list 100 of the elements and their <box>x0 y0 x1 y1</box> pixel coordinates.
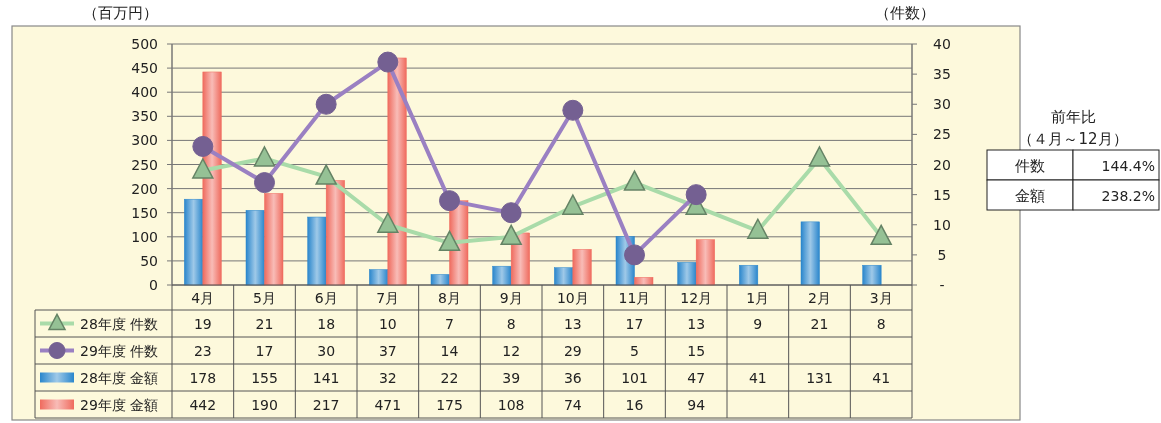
data-label: 39 <box>502 369 521 386</box>
bar <box>245 210 265 286</box>
x-tick-label: 5月 <box>253 290 276 306</box>
x-tick-label: 7月 <box>376 290 400 306</box>
data-label: 41 <box>872 369 891 386</box>
y2-tick-label: - <box>939 277 945 293</box>
bar <box>862 264 882 286</box>
point <box>192 158 214 179</box>
data-label: 15 <box>687 342 706 359</box>
bar <box>184 198 204 286</box>
x-tick-label: 6月 <box>314 290 338 306</box>
data-label: 32 <box>378 369 397 386</box>
text: 前年比 <box>1050 108 1096 126</box>
data-label: 8 <box>876 315 886 332</box>
bar <box>800 221 820 286</box>
data-label: 178 <box>189 369 217 386</box>
data-label: 37 <box>378 342 397 359</box>
y-tick-label: 0 <box>149 277 158 293</box>
legend-label: 28年度 金額 <box>80 369 159 386</box>
bar <box>307 216 327 286</box>
y2-tick-label: 10 <box>933 216 951 233</box>
y-tick-label: 100 <box>131 228 158 245</box>
bar <box>677 262 697 286</box>
y-tick-label: 150 <box>131 204 158 221</box>
legend-label: 29年度 件数 <box>80 342 159 359</box>
bar <box>492 265 512 286</box>
data-label: 19 <box>193 315 212 332</box>
point <box>254 172 275 194</box>
y-tick-label: 250 <box>131 156 158 173</box>
x-tick-label: 11月 <box>618 290 651 306</box>
data-label: 101 <box>621 369 648 386</box>
text: （４月～12月） <box>1018 130 1128 148</box>
data-label: 5 <box>630 342 639 359</box>
point <box>438 230 461 252</box>
data-label: 17 <box>625 315 644 332</box>
bar <box>430 274 450 286</box>
point <box>192 135 214 157</box>
y2-tick-label: 20 <box>933 156 951 173</box>
y2-tick-label: 5 <box>937 246 947 263</box>
y2-tick-label: 35 <box>933 66 951 83</box>
data-label: 471 <box>374 396 402 413</box>
bar <box>202 71 222 286</box>
data-label: 23 <box>193 342 212 359</box>
point <box>808 146 831 167</box>
bar <box>572 249 592 286</box>
y-axis-title: （百万円） <box>82 4 158 22</box>
data-label: 190 <box>251 396 278 413</box>
text: 144.4% <box>1101 158 1155 174</box>
bar <box>634 277 654 286</box>
point <box>315 93 337 115</box>
bar <box>325 180 345 286</box>
data-label: 94 <box>687 396 706 413</box>
y-tick-label: 350 <box>131 108 158 125</box>
point <box>623 170 646 191</box>
data-label: 41 <box>748 369 767 386</box>
y2-tick-label: 30 <box>933 96 951 113</box>
y2-tick-label: 15 <box>933 186 951 203</box>
y2-tick-label: 40 <box>933 36 951 52</box>
x-tick-label: 4月 <box>191 290 215 306</box>
data-label: 47 <box>687 369 706 386</box>
data-label: 14 <box>440 342 459 359</box>
data-label: 141 <box>312 369 340 386</box>
data-label: 36 <box>563 369 582 386</box>
category-label: 件数 <box>1015 157 1045 175</box>
y-tick-label: 450 <box>131 60 158 77</box>
bar <box>695 239 715 286</box>
x-tick-label: 3月 <box>869 290 893 306</box>
data-label: 30 <box>317 342 336 359</box>
x-tick-label: 2月 <box>808 290 831 306</box>
y-tick-label: 300 <box>131 132 158 149</box>
data-label: 175 <box>436 396 463 413</box>
data-label: 7 <box>445 315 454 332</box>
data-label: 16 <box>625 396 644 413</box>
category-label: 金額 <box>1015 187 1045 205</box>
data-label: 10 <box>378 315 397 332</box>
y-tick-label: 50 <box>140 252 158 269</box>
legend-label: 29年度 金額 <box>80 396 159 413</box>
data-label: 21 <box>810 315 829 332</box>
data-label: 108 <box>497 396 525 413</box>
x-tick-label: 8月 <box>438 290 461 306</box>
point <box>500 202 522 224</box>
point <box>500 224 522 246</box>
y2-axis-title: （件数） <box>875 4 935 22</box>
data-label: 155 <box>251 369 278 386</box>
bar <box>554 267 574 286</box>
bar <box>264 193 284 286</box>
data-label: 22 <box>440 369 459 386</box>
y-tick-label: 400 <box>131 84 158 101</box>
data-label: 74 <box>563 396 582 413</box>
data-label: 9 <box>753 315 763 332</box>
data-label: 8 <box>506 315 516 332</box>
x-tick-label: 1月 <box>746 290 770 306</box>
point <box>562 99 584 121</box>
data-label: 13 <box>687 315 706 332</box>
point <box>253 146 276 167</box>
point <box>439 190 460 212</box>
point <box>685 184 707 206</box>
point <box>747 218 769 240</box>
x-tick-label: 10月 <box>556 290 589 306</box>
legend-label: 28年度 件数 <box>80 315 159 332</box>
